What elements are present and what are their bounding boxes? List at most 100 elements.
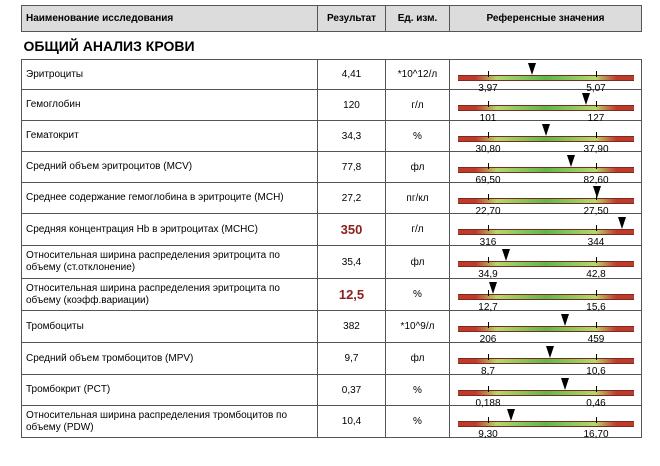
reference-bar <box>458 294 634 300</box>
reference-low-tick <box>488 354 489 360</box>
table-header-row: Наименование исследования Результат Ед. … <box>21 5 642 32</box>
reference-low-label: 206 <box>479 334 497 345</box>
reference-low-tick <box>488 257 489 263</box>
reference-low-tick <box>488 322 489 328</box>
unit: г/л <box>385 213 450 246</box>
reference-high-tick <box>596 101 597 107</box>
header-reference: Референсные значения <box>449 5 642 32</box>
result-marker-icon <box>582 93 591 105</box>
result-value: 35,4 <box>317 245 386 279</box>
test-name: Относительная ширина распределения тромб… <box>21 405 318 438</box>
section-row: ОБЩИЙ АНАЛИЗ КРОВИ <box>21 31 642 60</box>
reference-bar <box>458 105 634 111</box>
test-name: Гематокрит <box>21 120 318 152</box>
reference-low-tick <box>488 225 489 231</box>
test-name: Относительная ширина распределения эритр… <box>21 278 318 311</box>
result-value: 120 <box>317 89 386 121</box>
reference-bar <box>458 136 634 142</box>
reference-bar <box>458 358 634 364</box>
reference-high-tick <box>596 257 597 263</box>
test-name: Средний объем тромбоцитов (MPV) <box>21 342 318 375</box>
reference-high-label: 5,07 <box>586 83 606 94</box>
reference-range: 3,97 5,07 <box>449 59 642 94</box>
test-name: Тромбоциты <box>21 310 318 343</box>
table-row: Тромбоциты 382 *10^9/л 206 459 <box>21 310 642 345</box>
reference-high-tick <box>596 290 597 296</box>
reference-high-label: 42,8 <box>586 269 606 280</box>
reference-low-label: 34,9 <box>478 269 498 280</box>
reference-high-tick <box>596 71 597 77</box>
reference-low-label: 30,80 <box>475 144 501 155</box>
result-value: 4,41 <box>317 59 386 90</box>
reference-bar <box>458 198 634 204</box>
reference-low-tick <box>488 71 489 77</box>
test-name: Относительная ширина распределения эритр… <box>21 245 318 279</box>
table-row: Относительная ширина распределения эритр… <box>21 278 642 313</box>
reference-range: 34,9 42,8 <box>449 245 642 280</box>
unit: % <box>385 374 450 406</box>
reference-low-label: 9,30 <box>478 429 498 440</box>
reference-range: 30,80 37,90 <box>449 120 642 155</box>
reference-low-tick <box>488 386 489 392</box>
lab-report: Наименование исследования Результат Ед. … <box>21 5 642 440</box>
result-marker-icon <box>561 378 570 390</box>
reference-high-label: 37,90 <box>583 144 609 155</box>
unit: фл <box>385 342 450 375</box>
reference-bar <box>458 326 634 332</box>
reference-bar <box>458 421 634 427</box>
result-value-flagged: 350 <box>317 213 386 246</box>
reference-high-tick <box>596 163 597 169</box>
unit: % <box>385 278 450 311</box>
reference-low-tick <box>488 417 489 423</box>
reference-range: 0,188 0,46 <box>449 374 642 409</box>
test-name: Эритроциты <box>21 59 318 90</box>
header-name: Наименование исследования <box>21 5 318 32</box>
reference-low-label: 12,7 <box>478 302 498 313</box>
result-marker-icon <box>489 282 498 294</box>
reference-range: 316 344 <box>449 213 642 248</box>
reference-low-tick <box>488 132 489 138</box>
unit: % <box>385 405 450 438</box>
unit: фл <box>385 245 450 279</box>
reference-low-label: 22,70 <box>475 206 501 217</box>
result-value: 27,2 <box>317 182 386 214</box>
reference-range: 9,30 16,70 <box>449 405 642 440</box>
reference-range: 12,7 15,6 <box>449 278 642 313</box>
result-value: 0,37 <box>317 374 386 406</box>
reference-high-tick <box>596 354 597 360</box>
table-row: Среднее содержание гемоглобина в эритроц… <box>21 182 642 217</box>
blood-test-table: Наименование исследования Результат Ед. … <box>21 5 642 440</box>
result-marker-icon <box>617 217 626 229</box>
reference-high-label: 16,70 <box>583 429 609 440</box>
result-value-flagged: 12,5 <box>317 278 386 311</box>
reference-bar <box>458 167 634 173</box>
reference-low-label: 69,50 <box>475 175 501 186</box>
reference-range: 69,50 82,60 <box>449 151 642 186</box>
reference-high-tick <box>596 225 597 231</box>
reference-high-label: 344 <box>587 237 605 248</box>
unit: г/л <box>385 89 450 121</box>
table-row: Эритроциты 4,41 *10^12/л 3,97 5,07 <box>21 59 642 94</box>
result-value: 10,4 <box>317 405 386 438</box>
reference-low-label: 0,188 <box>475 398 501 409</box>
reference-low-label: 8,7 <box>481 366 495 377</box>
reference-high-tick <box>596 322 597 328</box>
test-name: Гемоглобин <box>21 89 318 121</box>
result-value: 34,3 <box>317 120 386 152</box>
result-marker-icon <box>527 63 536 75</box>
reference-range: 8,7 10,6 <box>449 342 642 377</box>
table-row: Относительная ширина распределения тромб… <box>21 405 642 440</box>
reference-high-label: 27,50 <box>583 206 609 217</box>
reference-low-tick <box>488 194 489 200</box>
result-value: 382 <box>317 310 386 343</box>
result-value: 77,8 <box>317 151 386 183</box>
table-row: Средний объем эритроцитов (MCV) 77,8 фл 69,… <box>21 151 642 186</box>
reference-bar <box>458 229 634 235</box>
result-value: 9,7 <box>317 342 386 375</box>
unit: % <box>385 120 450 152</box>
reference-bar <box>458 75 634 81</box>
test-name: Среднее содержание гемоглобина в эритроц… <box>21 182 318 214</box>
reference-high-label: 459 <box>587 334 605 345</box>
unit: *10^12/л <box>385 59 450 90</box>
unit: фл <box>385 151 450 183</box>
